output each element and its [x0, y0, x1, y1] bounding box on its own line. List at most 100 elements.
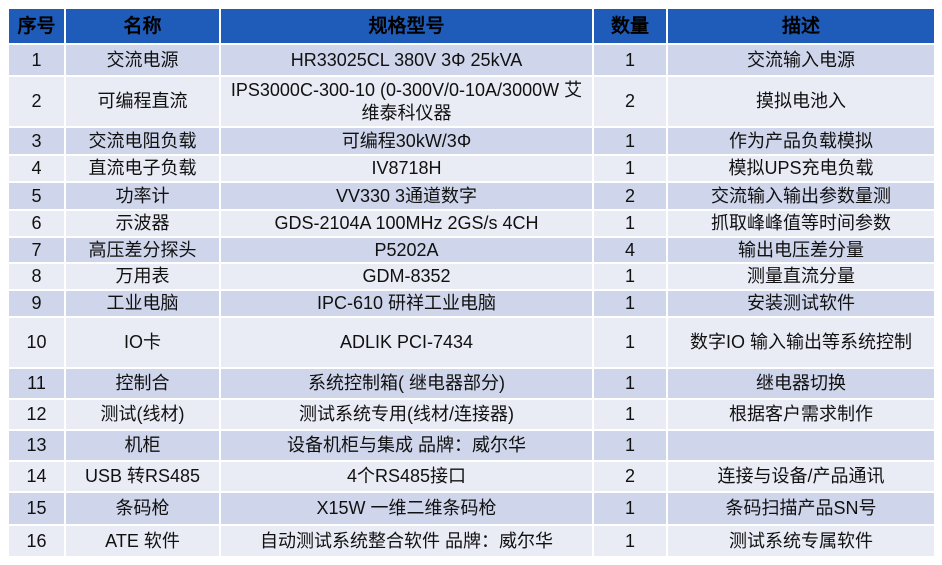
cell-no: 9 — [7, 289, 66, 318]
cell-spec: 4个RS485接口 — [219, 460, 594, 493]
table-row: 3 交流电阻负载 可编程30kW/3Φ 1 作为产品负载模拟 — [7, 126, 936, 156]
cell-no: 11 — [7, 367, 66, 400]
cell-name: ATE 软件 — [64, 524, 221, 558]
table-row: 2 可编程直流 IPS3000C-300-10 (0-300V/0-10A/3000… — [7, 75, 936, 128]
cell-qty: 1 — [592, 209, 668, 238]
cell-no: 16 — [7, 524, 66, 558]
cell-no: 8 — [7, 262, 66, 291]
cell-name: 万用表 — [64, 262, 221, 291]
header-row: 序号 名称 规格型号 数量 描述 — [7, 7, 936, 45]
cell-qty: 1 — [592, 126, 668, 156]
cell-spec: X15W 一维二维条码枪 — [219, 491, 594, 526]
cell-no: 12 — [7, 398, 66, 431]
cell-spec: 自动测试系统整合软件 品牌：威尔华 — [219, 524, 594, 558]
cell-name: 功率计 — [64, 181, 221, 211]
cell-name: 交流电源 — [64, 43, 221, 77]
table-row: 7 高压差分探头 P5202A 4 输出电压差分量 — [7, 236, 936, 264]
cell-qty: 1 — [592, 262, 668, 291]
cell-name: IO卡 — [64, 316, 221, 369]
cell-qty: 1 — [592, 43, 668, 77]
cell-spec: 设备机柜与集成 品牌：威尔华 — [219, 429, 594, 462]
cell-spec: GDM-8352 — [219, 262, 594, 291]
cell-name: USB 转RS485 — [64, 460, 221, 493]
cell-qty: 2 — [592, 181, 668, 211]
cell-no: 15 — [7, 491, 66, 526]
cell-spec: 测试系统专用(线材/连接器) — [219, 398, 594, 431]
cell-no: 7 — [7, 236, 66, 264]
cell-qty: 1 — [592, 154, 668, 183]
header-no: 序号 — [7, 7, 66, 45]
cell-no: 1 — [7, 43, 66, 77]
cell-no: 3 — [7, 126, 66, 156]
table-row: 10 IO卡 ADLIK PCI-7434 1 数字IO 输入输出等系统控制 — [7, 316, 936, 369]
cell-spec: 可编程30kW/3Φ — [219, 126, 594, 156]
header-desc: 描述 — [666, 7, 936, 45]
cell-desc: 模拟UPS充电负载 — [666, 154, 936, 183]
cell-desc: 摸拟电池入 — [666, 75, 936, 128]
cell-spec: IPC-610 研祥工业电脑 — [219, 289, 594, 318]
cell-no: 13 — [7, 429, 66, 462]
table-row: 13 机柜 设备机柜与集成 品牌：威尔华 1 — [7, 429, 936, 462]
table-row: 8 万用表 GDM-8352 1 测量直流分量 — [7, 262, 936, 291]
cell-name: 测试(线材) — [64, 398, 221, 431]
cell-name: 控制合 — [64, 367, 221, 400]
cell-name: 高压差分探头 — [64, 236, 221, 264]
table-row: 12 测试(线材) 测试系统专用(线材/连接器) 1 根据客户需求制作 — [7, 398, 936, 431]
cell-name: 机柜 — [64, 429, 221, 462]
cell-no: 14 — [7, 460, 66, 493]
cell-spec: P5202A — [219, 236, 594, 264]
cell-name: 示波器 — [64, 209, 221, 238]
cell-desc: 测量直流分量 — [666, 262, 936, 291]
cell-qty: 4 — [592, 236, 668, 264]
cell-qty: 2 — [592, 75, 668, 128]
cell-spec: GDS-2104A 100MHz 2GS/s 4CH — [219, 209, 594, 238]
cell-desc: 安装测试软件 — [666, 289, 936, 318]
cell-spec: HR33025CL 380V 3Φ 25kVA — [219, 43, 594, 77]
cell-desc: 抓取峰峰值等时间参数 — [666, 209, 936, 238]
cell-desc: 交流输入电源 — [666, 43, 936, 77]
cell-no: 5 — [7, 181, 66, 211]
cell-name: 条码枪 — [64, 491, 221, 526]
table-row: 11 控制合 系统控制箱( 继电器部分) 1 继电器切换 — [7, 367, 936, 400]
cell-no: 4 — [7, 154, 66, 183]
header-spec: 规格型号 — [219, 7, 594, 45]
cell-spec: ADLIK PCI-7434 — [219, 316, 594, 369]
cell-no: 2 — [7, 75, 66, 128]
header-name: 名称 — [64, 7, 221, 45]
cell-qty: 1 — [592, 316, 668, 369]
cell-name: 交流电阻负载 — [64, 126, 221, 156]
table-row: 6 示波器 GDS-2104A 100MHz 2GS/s 4CH 1 抓取峰峰值等时间参… — [7, 209, 936, 238]
cell-qty: 1 — [592, 524, 668, 558]
table-row: 14 USB 转RS485 4个RS485接口 2 连接与设备/产品通讯 — [7, 460, 936, 493]
cell-name: 直流电子负载 — [64, 154, 221, 183]
cell-qty: 1 — [592, 289, 668, 318]
cell-desc: 测试系统专属软件 — [666, 524, 936, 558]
cell-qty: 1 — [592, 398, 668, 431]
cell-desc: 数字IO 输入输出等系统控制 — [666, 316, 936, 369]
cell-desc: 连接与设备/产品通讯 — [666, 460, 936, 493]
table-row: 1 交流电源 HR33025CL 380V 3Φ 25kVA 1 交流输入电源 — [7, 43, 936, 77]
equipment-table: 序号 名称 规格型号 数量 描述 1 交流电源 HR33025CL 380V 3Φ … — [7, 7, 936, 558]
cell-qty: 2 — [592, 460, 668, 493]
cell-desc: 条码扫描产品SN号 — [666, 491, 936, 526]
table-row: 15 条码枪 X15W 一维二维条码枪 1 条码扫描产品SN号 — [7, 491, 936, 526]
cell-qty: 1 — [592, 491, 668, 526]
cell-spec: 系统控制箱( 继电器部分) — [219, 367, 594, 400]
header-qty: 数量 — [592, 7, 668, 45]
cell-spec: IV8718H — [219, 154, 594, 183]
table-row: 5 功率计 VV330 3通道数字 2 交流输入输出参数量测 — [7, 181, 936, 211]
cell-qty: 1 — [592, 367, 668, 400]
table-row: 16 ATE 软件 自动测试系统整合软件 品牌：威尔华 1 测试系统专属软件 — [7, 524, 936, 558]
cell-desc: 输出电压差分量 — [666, 236, 936, 264]
cell-no: 6 — [7, 209, 66, 238]
cell-desc: 交流输入输出参数量测 — [666, 181, 936, 211]
cell-desc — [666, 429, 936, 462]
cell-name: 工业电脑 — [64, 289, 221, 318]
cell-no: 10 — [7, 316, 66, 369]
cell-desc: 继电器切换 — [666, 367, 936, 400]
cell-spec: IPS3000C-300-10 (0-300V/0-10A/3000W 艾维泰科… — [219, 75, 594, 128]
cell-desc: 根据客户需求制作 — [666, 398, 936, 431]
table-row: 9 工业电脑 IPC-610 研祥工业电脑 1 安装测试软件 — [7, 289, 936, 318]
cell-desc: 作为产品负载模拟 — [666, 126, 936, 156]
table-row: 4 直流电子负载 IV8718H 1 模拟UPS充电负载 — [7, 154, 936, 183]
